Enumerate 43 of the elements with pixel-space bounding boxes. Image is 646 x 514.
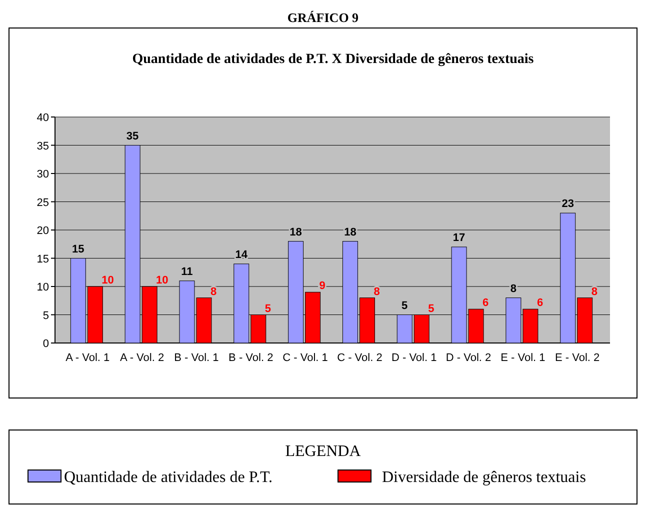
x-tick-label: D - Vol. 2 xyxy=(446,352,492,364)
data-label: 8 xyxy=(210,286,217,298)
data-label: 5 xyxy=(264,302,272,315)
data-label: 8 xyxy=(510,282,517,295)
x-tick-label: A - Vol. 1 xyxy=(66,352,110,364)
y-tick-label: 0 xyxy=(42,338,49,350)
x-tick-label: B - Vol. 2 xyxy=(228,352,274,364)
chart-title: GRÁFICO 9 xyxy=(287,10,360,25)
data-label: 8 xyxy=(591,286,598,298)
data-label: 10 xyxy=(102,274,114,286)
data-label: 17 xyxy=(452,232,466,244)
legend-label: Quantidade de atividades de P.T. xyxy=(64,469,273,486)
x-tick-label: C - Vol. 1 xyxy=(282,352,328,364)
y-tick-label: 35 xyxy=(36,140,49,152)
data-label: 5 xyxy=(428,302,434,315)
data-label: 15 xyxy=(72,243,84,256)
y-tick-label: 15 xyxy=(36,253,49,266)
data-label: 18 xyxy=(290,226,302,238)
data-label: 14 xyxy=(235,248,248,261)
y-tick-label: 20 xyxy=(36,225,49,237)
x-tick-label: B - Vol. 1 xyxy=(174,352,219,364)
data-label: 6 xyxy=(536,297,544,310)
data-label: 9 xyxy=(319,280,326,292)
x-tick-label: D - Vol. 1 xyxy=(391,352,437,364)
data-label: 18 xyxy=(344,226,356,238)
data-label: 11 xyxy=(181,266,193,278)
y-tick-label: 40 xyxy=(36,112,49,124)
y-tick-label: 25 xyxy=(36,196,49,209)
data-label: 35 xyxy=(126,130,139,142)
y-tick-label: 10 xyxy=(36,282,49,294)
chart-subtitle: Quantidade de atividades de P.T. X Diversidade de gêneros textuais xyxy=(132,52,534,67)
x-tick-label: E - Vol. 2 xyxy=(555,352,600,364)
y-tick-label: 30 xyxy=(36,168,49,180)
y-tick-label: 5 xyxy=(42,310,49,322)
legend-label: Diversidade de gêneros textuais xyxy=(382,469,586,486)
x-tick-label: A - Vol. 2 xyxy=(120,352,164,364)
data-label: 6 xyxy=(482,297,489,310)
data-label: 10 xyxy=(156,274,168,286)
data-label: 5 xyxy=(402,300,408,312)
data-label: 8 xyxy=(374,286,380,298)
x-tick-label: E - Vol. 1 xyxy=(500,352,546,364)
x-tick-label: C - Vol. 2 xyxy=(337,352,382,364)
legend-title: LEGENDA xyxy=(285,443,362,460)
